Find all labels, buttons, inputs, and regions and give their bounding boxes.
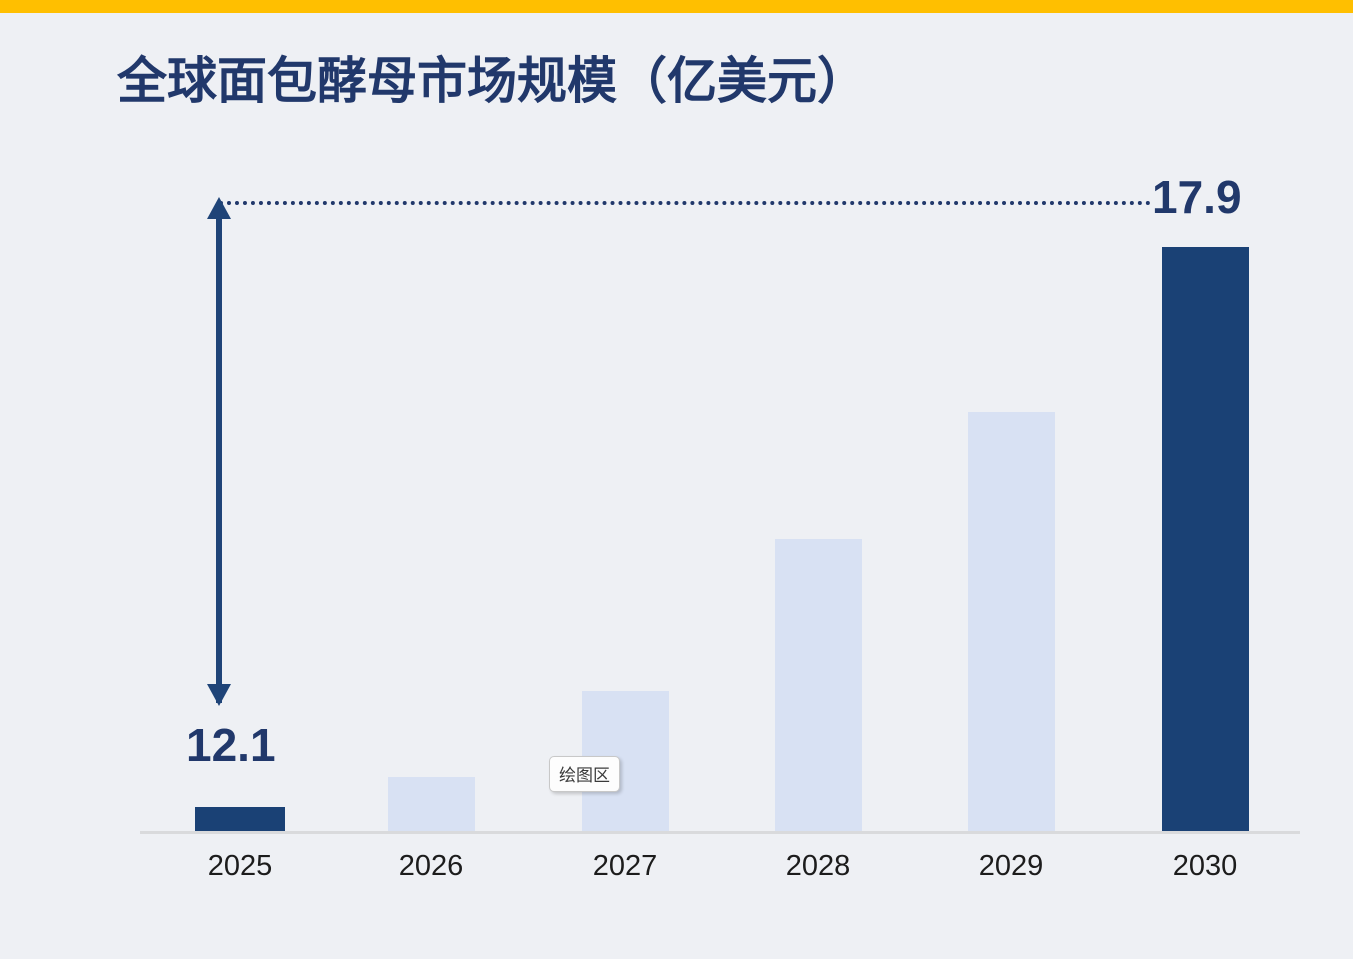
arrow-down-icon bbox=[207, 684, 231, 706]
plot-area-tooltip: 绘图区 bbox=[549, 756, 620, 792]
bar-2026[interactable] bbox=[388, 777, 475, 832]
x-axis-line bbox=[140, 831, 1300, 834]
x-tick-2027: 2027 bbox=[592, 850, 658, 882]
bar-2025[interactable] bbox=[195, 807, 285, 832]
start-value-label: 12.1 bbox=[186, 719, 276, 771]
bar-2030[interactable] bbox=[1162, 247, 1249, 832]
arrow-up-icon bbox=[207, 197, 231, 219]
range-arrow-shaft bbox=[216, 205, 222, 703]
page-title: 全球面包酵母市场规模（亿美元） bbox=[117, 53, 867, 109]
bar-2028[interactable] bbox=[775, 539, 862, 832]
x-tick-2029: 2029 bbox=[978, 850, 1044, 882]
x-tick-2030: 2030 bbox=[1172, 850, 1238, 882]
x-tick-2025: 2025 bbox=[207, 850, 273, 882]
x-tick-2026: 2026 bbox=[398, 850, 464, 882]
x-tick-2028: 2028 bbox=[785, 850, 851, 882]
accent-top-bar bbox=[0, 0, 1353, 13]
end-value-label: 17.9 bbox=[1152, 171, 1242, 223]
leader-dotted-line bbox=[219, 201, 1151, 205]
bar-2029[interactable] bbox=[968, 412, 1055, 832]
